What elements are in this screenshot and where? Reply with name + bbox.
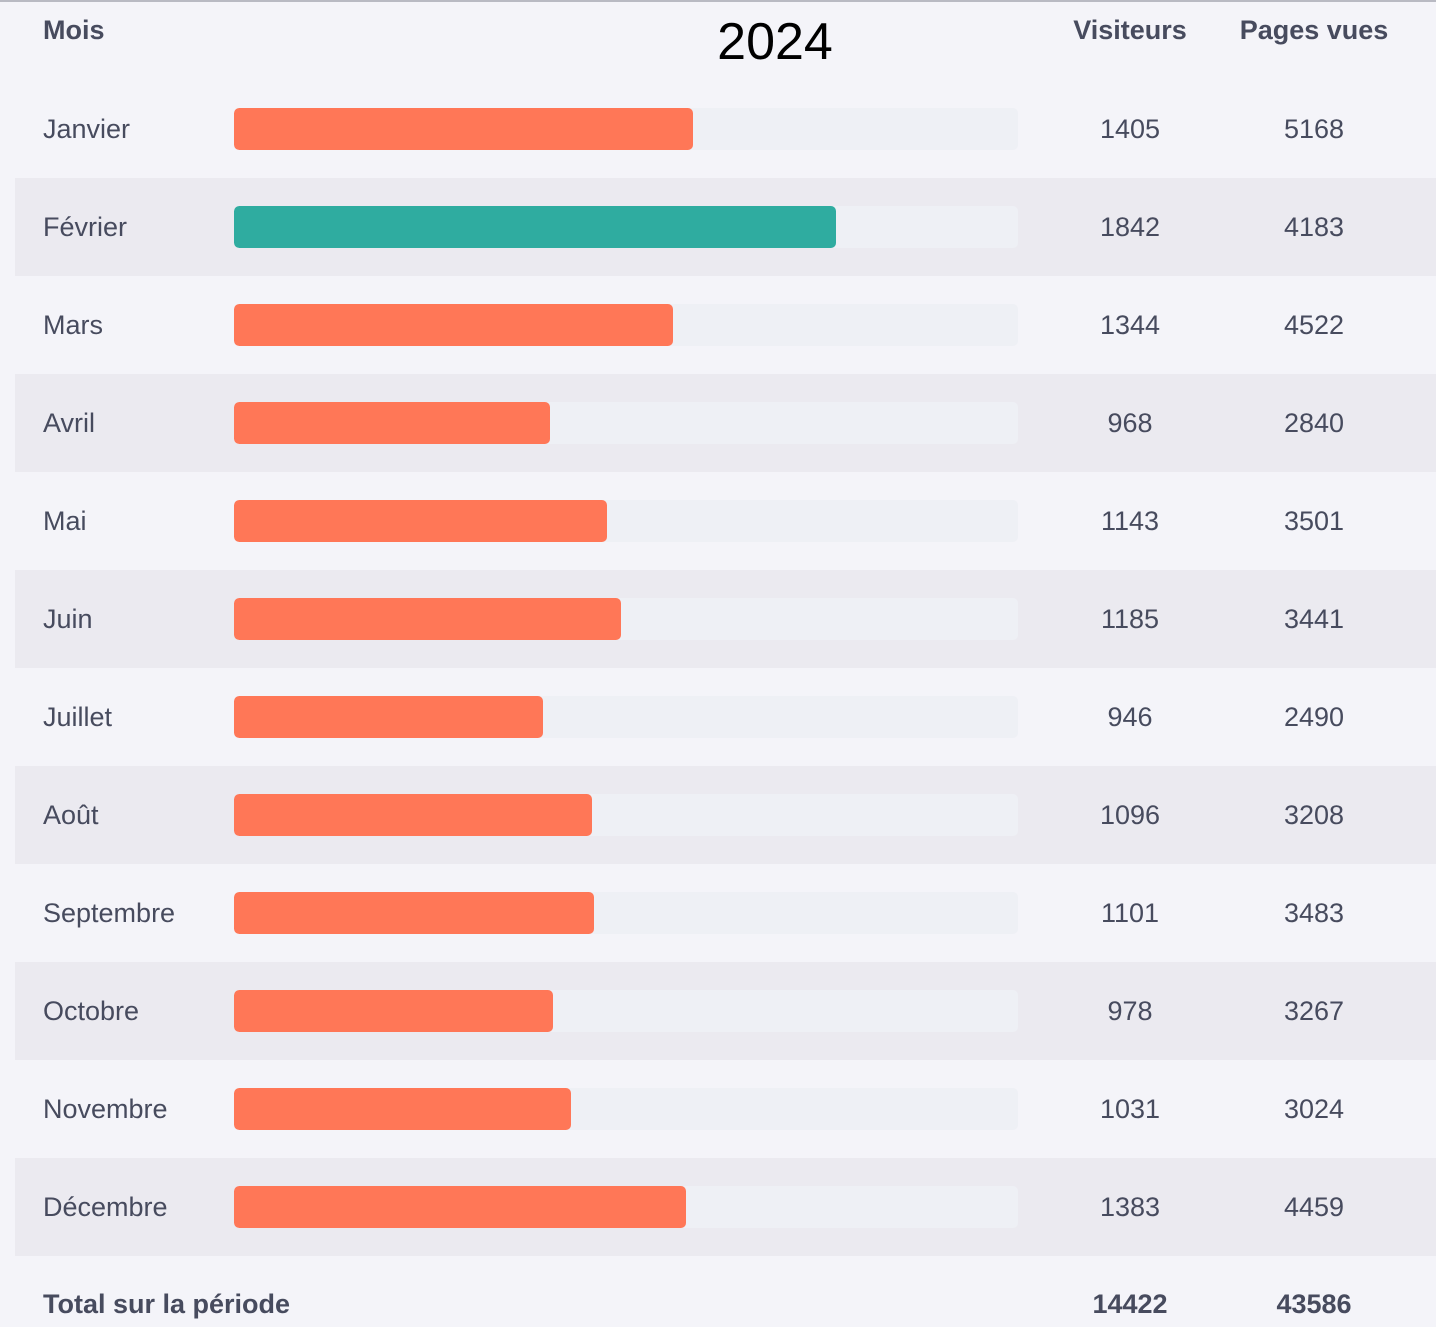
pages-value: 3483 bbox=[1283, 898, 1345, 928]
table-row: Décembre 1383 4459 bbox=[15, 1158, 1436, 1256]
visitors-bar bbox=[234, 696, 543, 738]
pages-value: 2840 bbox=[1283, 408, 1345, 438]
visitors-bar bbox=[234, 1186, 686, 1228]
month-label: Janvier bbox=[43, 114, 131, 144]
visitors-value: 1031 bbox=[1099, 1094, 1161, 1124]
pages-value: 3267 bbox=[1283, 996, 1345, 1026]
table-row: Avril 968 2840 bbox=[15, 374, 1436, 472]
month-label: Décembre bbox=[43, 1192, 168, 1222]
visitors-value: 1101 bbox=[1100, 898, 1160, 928]
visitors-bar bbox=[234, 1088, 571, 1130]
table-row: Août 1096 3208 bbox=[15, 766, 1436, 864]
visitors-value: 946 bbox=[1107, 702, 1153, 732]
visitors-bar bbox=[234, 794, 592, 836]
month-label: Novembre bbox=[43, 1094, 168, 1124]
pages-value: 4183 bbox=[1283, 212, 1345, 242]
table-row: Février 1842 4183 bbox=[15, 178, 1436, 276]
bar-track bbox=[234, 892, 1018, 934]
bar-track bbox=[234, 108, 1018, 150]
month-label: Août bbox=[43, 800, 99, 830]
pages-value: 3208 bbox=[1283, 800, 1345, 830]
month-label: Juillet bbox=[43, 702, 113, 732]
bar-track bbox=[234, 794, 1018, 836]
bar-track bbox=[234, 304, 1018, 346]
pages-value: 4522 bbox=[1283, 310, 1345, 340]
month-label: Avril bbox=[43, 408, 96, 438]
bar-track bbox=[234, 402, 1018, 444]
bar-track bbox=[234, 500, 1018, 542]
month-label: Février bbox=[43, 212, 128, 242]
visitors-column-header: Visiteurs bbox=[1073, 15, 1187, 45]
bar-track bbox=[234, 598, 1018, 640]
visitors-bar bbox=[234, 892, 594, 934]
bar-track bbox=[234, 1186, 1018, 1228]
pages-column-header: Pages vues bbox=[1239, 15, 1389, 45]
visitors-bar bbox=[234, 990, 553, 1032]
pages-value: 3441 bbox=[1283, 604, 1345, 634]
visitors-bar bbox=[234, 402, 550, 444]
bar-track bbox=[234, 1088, 1018, 1130]
bar-track bbox=[234, 990, 1018, 1032]
visitors-value: 1405 bbox=[1099, 114, 1161, 144]
bar-track bbox=[234, 696, 1018, 738]
visitors-value: 1383 bbox=[1099, 1192, 1161, 1222]
visitors-value: 1143 bbox=[1100, 506, 1160, 536]
chart-title: 2024 bbox=[717, 13, 833, 71]
month-column-header: Mois bbox=[43, 15, 105, 45]
monthly-table: Janvier 1405 5168 Février 1842 4183 Mars 1344 45… bbox=[15, 80, 1436, 1256]
table-row: Novembre 1031 3024 bbox=[15, 1060, 1436, 1158]
table-row: Mars 1344 4522 bbox=[15, 276, 1436, 374]
visitors-value: 968 bbox=[1107, 408, 1153, 438]
table-row: Juillet 946 2490 bbox=[15, 668, 1436, 766]
pages-value: 5168 bbox=[1283, 114, 1345, 144]
month-label: Octobre bbox=[43, 996, 140, 1026]
pages-value: 4459 bbox=[1283, 1192, 1345, 1222]
visitors-bar bbox=[234, 500, 607, 542]
visitors-bar bbox=[234, 108, 693, 150]
total-pages: 43586 bbox=[1276, 1289, 1352, 1319]
visitors-value: 1185 bbox=[1100, 604, 1160, 634]
visitors-bar bbox=[234, 304, 673, 346]
visitors-bar bbox=[234, 598, 621, 640]
table-row: Octobre 978 3267 bbox=[15, 962, 1436, 1060]
month-label: Mai bbox=[43, 506, 87, 536]
bar-track bbox=[234, 206, 1018, 248]
pages-value: 3501 bbox=[1283, 506, 1345, 536]
visitors-bar bbox=[234, 206, 836, 248]
pages-value: 3024 bbox=[1283, 1094, 1345, 1124]
top-divider bbox=[0, 0, 1436, 2]
table-row: Mai 1143 3501 bbox=[15, 472, 1436, 570]
month-label: Mars bbox=[43, 310, 103, 340]
visitors-value: 978 bbox=[1107, 996, 1153, 1026]
month-label: Septembre bbox=[43, 898, 176, 928]
table-row: Septembre 1101 3483 bbox=[15, 864, 1436, 962]
total-label: Total sur la période bbox=[43, 1289, 291, 1319]
visitors-value: 1096 bbox=[1099, 800, 1161, 830]
month-label: Juin bbox=[43, 604, 93, 634]
total-visitors: 14422 bbox=[1092, 1289, 1168, 1319]
pages-value: 2490 bbox=[1283, 702, 1345, 732]
table-row: Juin 1185 3441 bbox=[15, 570, 1436, 668]
table-row: Janvier 1405 5168 bbox=[15, 80, 1436, 178]
visitors-value: 1842 bbox=[1099, 212, 1161, 242]
visitors-value: 1344 bbox=[1099, 310, 1161, 340]
